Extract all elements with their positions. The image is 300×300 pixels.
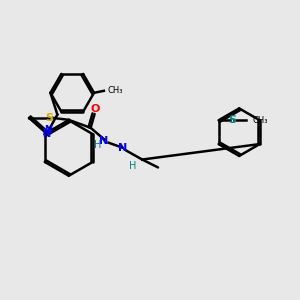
Text: CH₃: CH₃ <box>108 86 123 95</box>
Text: N: N <box>44 125 52 135</box>
Text: S: S <box>228 115 236 125</box>
Text: CH₃: CH₃ <box>252 116 268 125</box>
Text: O: O <box>91 104 100 114</box>
Text: N: N <box>118 142 127 153</box>
Text: N: N <box>42 129 50 139</box>
Text: S: S <box>45 113 53 123</box>
Text: H: H <box>129 161 136 172</box>
Text: H: H <box>94 140 101 150</box>
Text: N: N <box>99 136 108 146</box>
